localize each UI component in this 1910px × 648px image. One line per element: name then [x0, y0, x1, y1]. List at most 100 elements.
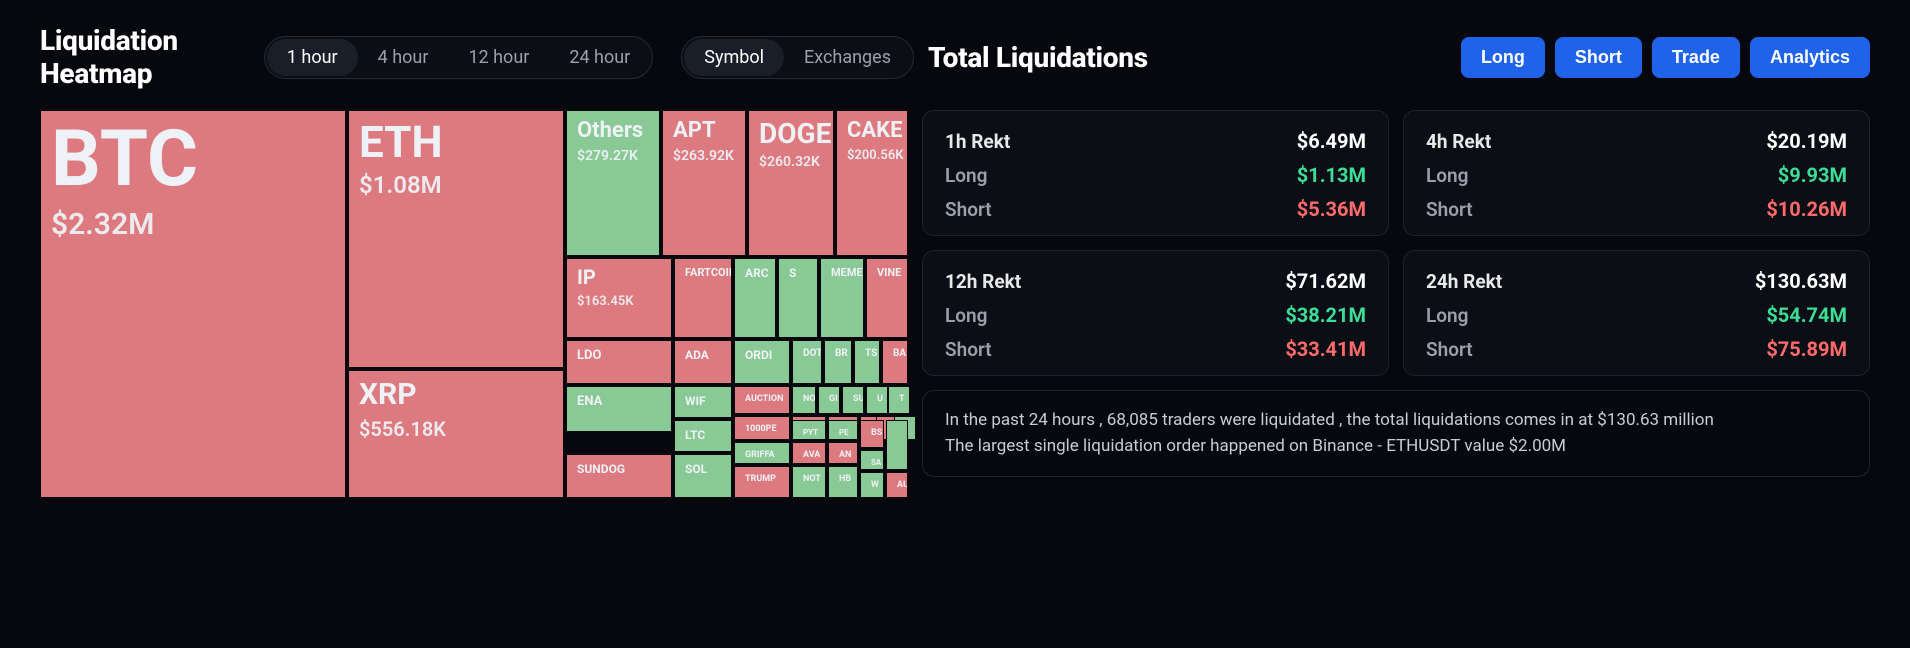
tile-value: $2.32M	[51, 207, 335, 242]
tile-ordi[interactable]: ORDI	[734, 340, 790, 384]
card-total: $20.19M	[1766, 129, 1847, 153]
timeframe-1-hour[interactable]: 1 hour	[267, 39, 358, 76]
tile-btc[interactable]: BTC $2.32M	[40, 110, 346, 498]
tile-symbol: BTC	[51, 119, 335, 201]
card-short-label: Short	[1426, 338, 1473, 361]
tile-br[interactable]: BR	[824, 340, 852, 384]
timeframe-24-hour[interactable]: 24 hour	[549, 39, 650, 76]
summary-line-1: In the past 24 hours , 68,085 traders we…	[945, 407, 1847, 433]
tile-symbol: S	[789, 267, 807, 280]
tile-u[interactable]: U	[866, 386, 888, 414]
tile-symbol: CAKE	[847, 119, 897, 142]
tile-gi[interactable]: GI	[818, 386, 840, 414]
tile-symbol: 1000PE	[745, 425, 779, 434]
topbar: Liquidation Heatmap 1 hour4 hour12 hour2…	[40, 24, 1870, 90]
tile-s[interactable]: S	[778, 258, 818, 338]
tile-arc[interactable]: ARC	[734, 258, 776, 338]
tile-meme[interactable]: MEME	[820, 258, 864, 338]
trade-button[interactable]: Trade	[1652, 37, 1740, 78]
tile-su[interactable]: SU	[842, 386, 864, 414]
analytics-button[interactable]: Analytics	[1750, 37, 1870, 78]
tile-bs[interactable]: BS	[860, 420, 884, 448]
card-long-label: Long	[945, 304, 987, 327]
card-short-label: Short	[1426, 198, 1473, 221]
tile-symbol: PYT	[803, 429, 815, 437]
tile-symbol: ADA	[685, 349, 721, 362]
summary-line-2: The largest single liquidation order hap…	[945, 433, 1847, 459]
card-short-label: Short	[945, 198, 992, 221]
tile-sol[interactable]: SOL	[674, 454, 732, 498]
view-tab-exchanges[interactable]: Exchanges	[784, 39, 911, 76]
tile-an[interactable]: AN	[828, 442, 858, 464]
tile-w[interactable]: W	[860, 472, 884, 498]
timeframe-selector: 1 hour4 hour12 hour24 hour	[264, 36, 653, 79]
summary-note: In the past 24 hours , 68,085 traders we…	[922, 390, 1870, 477]
tile-no[interactable]: NO	[792, 386, 816, 414]
tile-symbol: FARTCOIN	[685, 267, 721, 279]
long-button[interactable]: Long	[1461, 37, 1545, 78]
tile-symbol: ETH	[359, 119, 553, 165]
card-head: 12h Rekt	[945, 270, 1021, 293]
tile-wif[interactable]: WIF	[674, 386, 732, 418]
short-button[interactable]: Short	[1555, 37, 1642, 78]
heatmap[interactable]: BTC $2.32M ETH $1.08M XRP$556.18K Others$279.…	[40, 110, 908, 498]
tile-doge[interactable]: DOGE$260.32K	[748, 110, 834, 256]
tile-auction[interactable]: AUCTION	[734, 386, 790, 414]
tile-ada[interactable]: ADA	[674, 340, 732, 384]
tile-griffa[interactable]: GRIFFA	[734, 442, 790, 464]
rekt-cards: 1h Rekt$6.49MLong$1.13MShort$5.36M4h Rek…	[922, 110, 1870, 376]
tile-fartcoin[interactable]: FARTCOIN	[674, 258, 732, 338]
view-tab-symbol[interactable]: Symbol	[684, 39, 784, 76]
card-short-label: Short	[945, 338, 992, 361]
tile-blank[interactable]	[886, 420, 908, 470]
tile-symbol: SOL	[685, 463, 721, 476]
tile-vine[interactable]: VINE	[866, 258, 908, 338]
tile-trump[interactable]: TRUMP	[734, 466, 790, 498]
timeframe-12-hour[interactable]: 12 hour	[448, 39, 549, 76]
tile-ts[interactable]: TS	[854, 340, 880, 384]
heatmap-title: Liquidation Heatmap	[40, 24, 250, 90]
tile-symbol: VINE	[877, 267, 897, 279]
card-total: $71.62M	[1285, 269, 1366, 293]
tile-ltc[interactable]: LTC	[674, 420, 732, 452]
timeframe-4-hour[interactable]: 4 hour	[358, 39, 449, 76]
tile-ba[interactable]: BA	[882, 340, 908, 384]
tile-ip[interactable]: IP$163.45K	[566, 258, 672, 338]
tile-others[interactable]: Others$279.27K	[566, 110, 660, 256]
tile-cake[interactable]: CAKE $200.56K	[836, 110, 908, 256]
tile-au[interactable]: AU	[886, 472, 908, 498]
tile-value: $200.56K	[847, 148, 897, 163]
tile-pyt[interactable]: PYT	[792, 420, 826, 440]
tile-not[interactable]: NOT	[792, 466, 826, 498]
rekt-card-24h-rekt: 24h Rekt$130.63MLong$54.74MShort$75.89M	[1403, 250, 1870, 376]
tile-symbol: BS	[871, 429, 873, 438]
tile-ena[interactable]: ENA	[566, 386, 672, 432]
tile-ldo[interactable]: LDO	[566, 340, 672, 384]
tile-apt[interactable]: APT$263.92K	[662, 110, 746, 256]
tile-symbol: ENA	[577, 395, 661, 409]
card-short-value: $10.26M	[1766, 197, 1847, 221]
totals-title: Total Liquidations	[928, 41, 1148, 74]
tile-symbol: GRIFFA	[745, 451, 779, 460]
card-head: 1h Rekt	[945, 130, 1010, 153]
tile-sa[interactable]: SA	[860, 450, 884, 470]
card-long-label: Long	[945, 164, 987, 187]
tile-1000pe[interactable]: 1000PE	[734, 416, 790, 440]
tile-dot[interactable]: DOT	[792, 340, 822, 384]
rekt-card-1h-rekt: 1h Rekt$6.49MLong$1.13MShort$5.36M	[922, 110, 1389, 236]
tile-sundog[interactable]: SUNDOG	[566, 454, 672, 498]
tile-eth[interactable]: ETH $1.08M	[348, 110, 564, 368]
tile-value: $1.08M	[359, 171, 553, 199]
tile-hb[interactable]: HB	[828, 466, 858, 498]
rekt-card-4h-rekt: 4h Rekt$20.19MLong$9.93MShort$10.26M	[1403, 110, 1870, 236]
tile-xrp[interactable]: XRP$556.18K	[348, 370, 564, 498]
tile-t[interactable]: T	[888, 386, 910, 414]
tile-symbol: PE	[839, 429, 847, 437]
tile-symbol: IP	[577, 267, 661, 288]
tile-value: $263.92K	[673, 148, 735, 164]
tile-pe[interactable]: PE	[828, 420, 858, 440]
main: BTC $2.32M ETH $1.08M XRP$556.18K Others$279.…	[40, 110, 1870, 570]
tile-ava[interactable]: AVA	[792, 442, 826, 464]
card-long-value: $1.13M	[1297, 163, 1366, 187]
card-long-value: $38.21M	[1285, 303, 1366, 327]
